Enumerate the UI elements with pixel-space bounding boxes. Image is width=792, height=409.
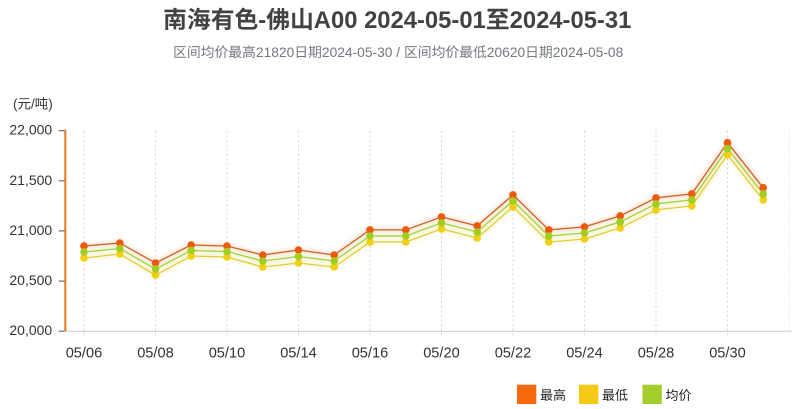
svg-text:05/08: 05/08 [137, 345, 174, 361]
svg-text:): ) [48, 97, 53, 112]
svg-text:(: ( [13, 97, 18, 112]
svg-text:05/30: 05/30 [709, 345, 746, 361]
svg-text:21820: 21820 [256, 45, 295, 60]
svg-text:2024-05-31: 2024-05-31 [510, 7, 632, 34]
svg-text:05/14: 05/14 [280, 345, 317, 361]
svg-text:05/24: 05/24 [566, 345, 603, 361]
svg-text:22,000: 22,000 [9, 122, 52, 138]
svg-text:20,000: 20,000 [9, 322, 52, 338]
svg-text:20620: 20620 [487, 45, 526, 60]
svg-text:20,500: 20,500 [9, 272, 52, 288]
svg-text:05/22: 05/22 [495, 345, 532, 361]
svg-text:A00 2024-05-01: A00 2024-05-01 [314, 7, 486, 34]
svg-text:21,000: 21,000 [9, 222, 52, 238]
svg-text:05/28: 05/28 [638, 345, 675, 361]
svg-text:05/10: 05/10 [209, 345, 246, 361]
svg-text:-: - [258, 7, 266, 34]
svg-text:2024-05-08: 2024-05-08 [553, 45, 624, 60]
svg-text:2024-05-30 /: 2024-05-30 / [322, 45, 400, 60]
svg-text:05/16: 05/16 [352, 345, 389, 361]
svg-text:/: / [31, 97, 35, 112]
svg-text:05/20: 05/20 [423, 345, 460, 361]
svg-text:05/06: 05/06 [66, 345, 103, 361]
svg-text:21,500: 21,500 [9, 172, 52, 188]
